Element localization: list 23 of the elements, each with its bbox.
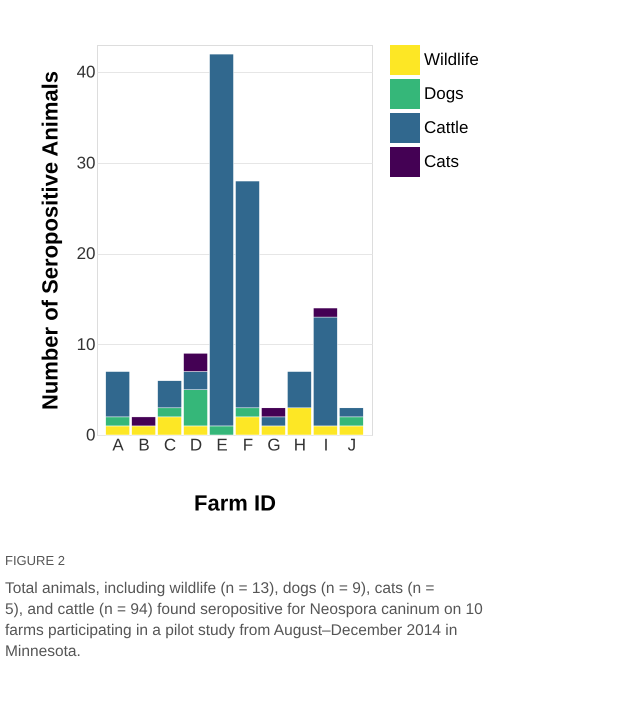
y-tick-label: 20 <box>76 244 96 264</box>
legend-label: Wildlife <box>424 50 479 69</box>
x-tick-label: J <box>348 436 356 454</box>
y-tick-label: 40 <box>76 62 96 82</box>
y-tick-label: 0 <box>86 426 96 444</box>
x-tick-label: F <box>242 436 254 454</box>
text: Total animals, including wildlife (n = 13), dogs (n = 9), cats (n = 5), and cattle (n = 94) found seropositive for Neospora caninum on 10 farms participating in a pilot study from August–December 2014 in Minnesota. <box>5 580 484 660</box>
y-tick-label: 30 <box>76 153 96 172</box>
x-tick-label: E <box>216 436 228 454</box>
x-tick-label: G <box>267 436 281 454</box>
x-tick-label: D <box>190 436 202 454</box>
x-tick-label: I <box>324 436 328 454</box>
x-tick-label: A <box>112 436 124 454</box>
y-tick-label: 10 <box>76 334 96 354</box>
x-axis-title: Farm ID <box>194 490 276 516</box>
legend-label: Cattle <box>424 118 468 137</box>
legend-label: Dogs <box>424 84 464 103</box>
legend-label: Cats <box>424 152 459 171</box>
x-tick-label: H <box>294 436 306 454</box>
x-tick-label: C <box>164 436 176 454</box>
caption: FIGURE 2 <box>5 553 65 568</box>
x-tick-label: B <box>138 436 150 454</box>
y-axis-title: Number of Seropositive Animals <box>38 70 63 410</box>
